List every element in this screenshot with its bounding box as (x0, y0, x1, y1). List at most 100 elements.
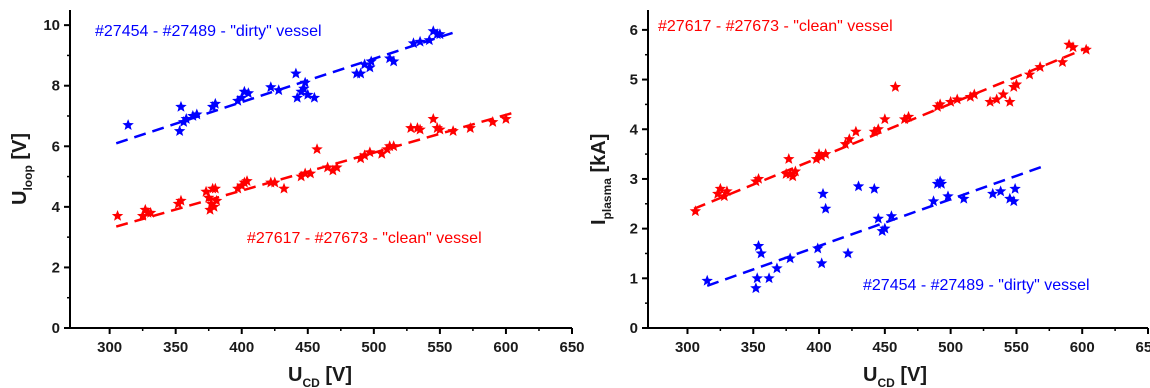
star-marker (208, 200, 220, 212)
star-marker (321, 161, 334, 173)
star-marker (944, 95, 957, 107)
star-marker (951, 93, 963, 105)
star-marker (238, 85, 251, 97)
star-marker (755, 247, 767, 259)
star-marker (752, 172, 765, 184)
star-marker (935, 177, 948, 189)
x-axis-title: UCD [V] (288, 364, 352, 388)
star-marker (136, 209, 149, 221)
dirty-vessel-annotation: #27454 - #27489 - "dirty" vessel (95, 23, 322, 40)
star-marker (447, 125, 459, 136)
star-marker (423, 34, 436, 46)
star-marker (354, 67, 367, 79)
star-marker (721, 185, 733, 197)
star-marker (1056, 56, 1069, 68)
star-marker (273, 84, 285, 96)
star-marker (387, 140, 400, 152)
star-marker (1004, 192, 1016, 204)
star-marker (205, 197, 218, 209)
star-marker (173, 125, 186, 136)
linear-fit-line (115, 31, 454, 145)
y-tick-label: 4 (52, 199, 61, 216)
star-marker (898, 113, 911, 125)
star-marker (968, 88, 981, 100)
star-marker (934, 175, 946, 187)
star-marker (689, 205, 702, 217)
star-marker (241, 175, 253, 186)
star-marker (787, 170, 799, 182)
star-marker (200, 185, 212, 197)
star-marker (464, 122, 476, 133)
clean-vessel-annotation: #27617 - #27673 - "clean" vessel (658, 18, 893, 35)
star-marker (209, 182, 222, 194)
star-marker (290, 67, 302, 79)
dirty-vessel-annotation: #27454 - #27489 - "dirty" vessel (863, 277, 1090, 294)
star-marker (203, 191, 215, 203)
star-marker (819, 148, 832, 159)
star-marker (365, 55, 377, 67)
x-tick-label: 400 (807, 339, 832, 356)
star-marker (783, 153, 795, 164)
star-marker (987, 187, 999, 199)
star-marker (414, 123, 426, 135)
star-marker (718, 190, 731, 202)
x-tick-label: 350 (741, 339, 766, 356)
star-marker (817, 187, 829, 199)
star-marker (1023, 68, 1036, 80)
star-marker (812, 242, 824, 254)
star-marker (308, 91, 321, 103)
linear-fit-line (706, 165, 1044, 287)
clean-vessel-annotation: #27617 - #27673 - "clean" vessel (247, 230, 482, 247)
y-tick-label: 8 (52, 78, 60, 95)
star-marker (1034, 61, 1046, 72)
star-marker (358, 149, 371, 161)
star-marker (902, 110, 915, 122)
star-marker (139, 203, 152, 215)
star-marker (175, 100, 187, 112)
star-marker (144, 206, 157, 218)
y-tick-label: 3 (630, 171, 638, 188)
x-tick-label: 300 (675, 339, 700, 356)
star-marker (299, 76, 311, 88)
y-tick-label: 0 (52, 320, 60, 337)
star-marker (299, 167, 311, 179)
x-tick-label: 650 (559, 339, 584, 356)
star-marker (819, 202, 832, 214)
star-marker (712, 187, 724, 199)
star-marker (204, 203, 216, 215)
linear-fit-line (693, 46, 1090, 210)
star-marker (411, 122, 424, 133)
star-marker (872, 123, 884, 135)
y-tick-label: 5 (630, 72, 638, 89)
star-marker (210, 194, 223, 206)
star-marker (868, 182, 881, 194)
x-tick-label: 450 (872, 339, 897, 356)
star-marker (304, 167, 317, 179)
star-marker (427, 25, 439, 37)
star-marker (1004, 95, 1016, 107)
star-marker (751, 272, 763, 284)
x-tick-label: 650 (1135, 339, 1150, 356)
star-marker (1080, 43, 1092, 55)
y-tick-label: 4 (630, 121, 639, 138)
star-marker (291, 91, 303, 103)
star-marker (839, 138, 852, 150)
star-marker (714, 182, 727, 194)
star-marker (414, 35, 426, 47)
x-tick-label: 400 (229, 339, 254, 356)
star-marker (358, 58, 371, 70)
star-marker (763, 272, 775, 284)
star-marker (789, 165, 802, 177)
star-marker (994, 185, 1007, 197)
star-marker (427, 113, 439, 124)
x-tick-label: 450 (295, 339, 320, 356)
star-marker (752, 240, 765, 251)
star-marker (852, 180, 865, 192)
x-tick-label: 300 (97, 339, 122, 356)
star-marker (958, 192, 970, 204)
y-axis-title: Iplasma [kA] (588, 134, 614, 225)
star-marker (180, 113, 192, 124)
star-marker (364, 146, 376, 158)
star-marker (964, 90, 977, 102)
star-marker (815, 257, 828, 269)
